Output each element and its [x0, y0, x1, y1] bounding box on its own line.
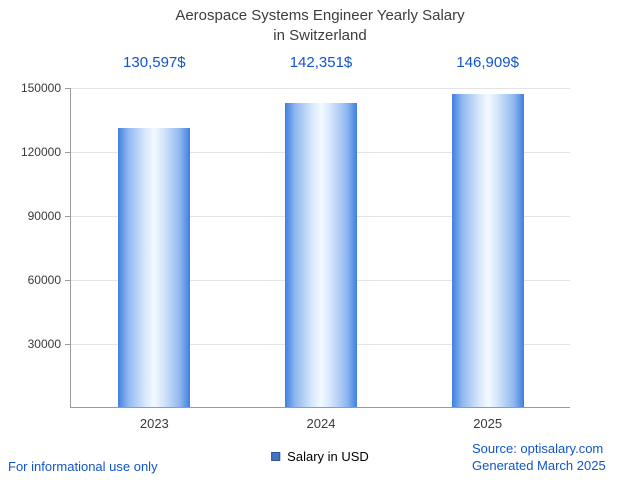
y-axis-label: 150000: [20, 81, 61, 95]
disclaimer-text: For informational use only: [8, 459, 158, 474]
legend: Salary in USD: [271, 449, 369, 464]
plot-area: 30000 60000 90000 120000 150000 2023 130,597$ 2…: [21, 54, 570, 431]
x-axis-label: 2024: [306, 416, 336, 431]
salary-bar: [118, 128, 191, 407]
source-link[interactable]: Source: optisalary.com: [472, 441, 604, 457]
salary-bar: [285, 103, 357, 407]
gridline: [71, 88, 570, 89]
y-axis-tick: [65, 88, 71, 89]
legend-label: Salary in USD: [287, 449, 369, 464]
x-axis-label: 2023: [139, 416, 169, 431]
bar-value-label: 142,351$: [289, 54, 353, 71]
y-axis-label: 30000: [27, 337, 61, 351]
y-axis-label: 120000: [20, 145, 61, 159]
bar-value-label: 130,597$: [123, 54, 186, 71]
legend-swatch-icon: [271, 452, 281, 461]
y-axis-tick: [65, 344, 71, 345]
y-axis-label: 60000: [27, 273, 61, 287]
salary-bar: [451, 93, 524, 407]
y-axis-label: 90000: [27, 209, 61, 223]
y-axis-tick: [65, 152, 71, 153]
bar-value-label: 146,909$: [456, 54, 519, 71]
y-axis-tick: [65, 280, 71, 281]
chart-title: Aerospace Systems Engineer Yearly Salary…: [0, 6, 640, 45]
y-axis-tick: [65, 216, 71, 217]
x-axis-label: 2025: [473, 416, 503, 431]
source-info: Source: optisalary.com Generated March 2…: [472, 441, 606, 475]
chart-title-line2: in Switzerland: [273, 26, 367, 44]
chart-title-line1: Aerospace Systems Engineer Yearly Salary: [175, 7, 465, 24]
generated-date: Generated March 2025: [472, 458, 606, 474]
